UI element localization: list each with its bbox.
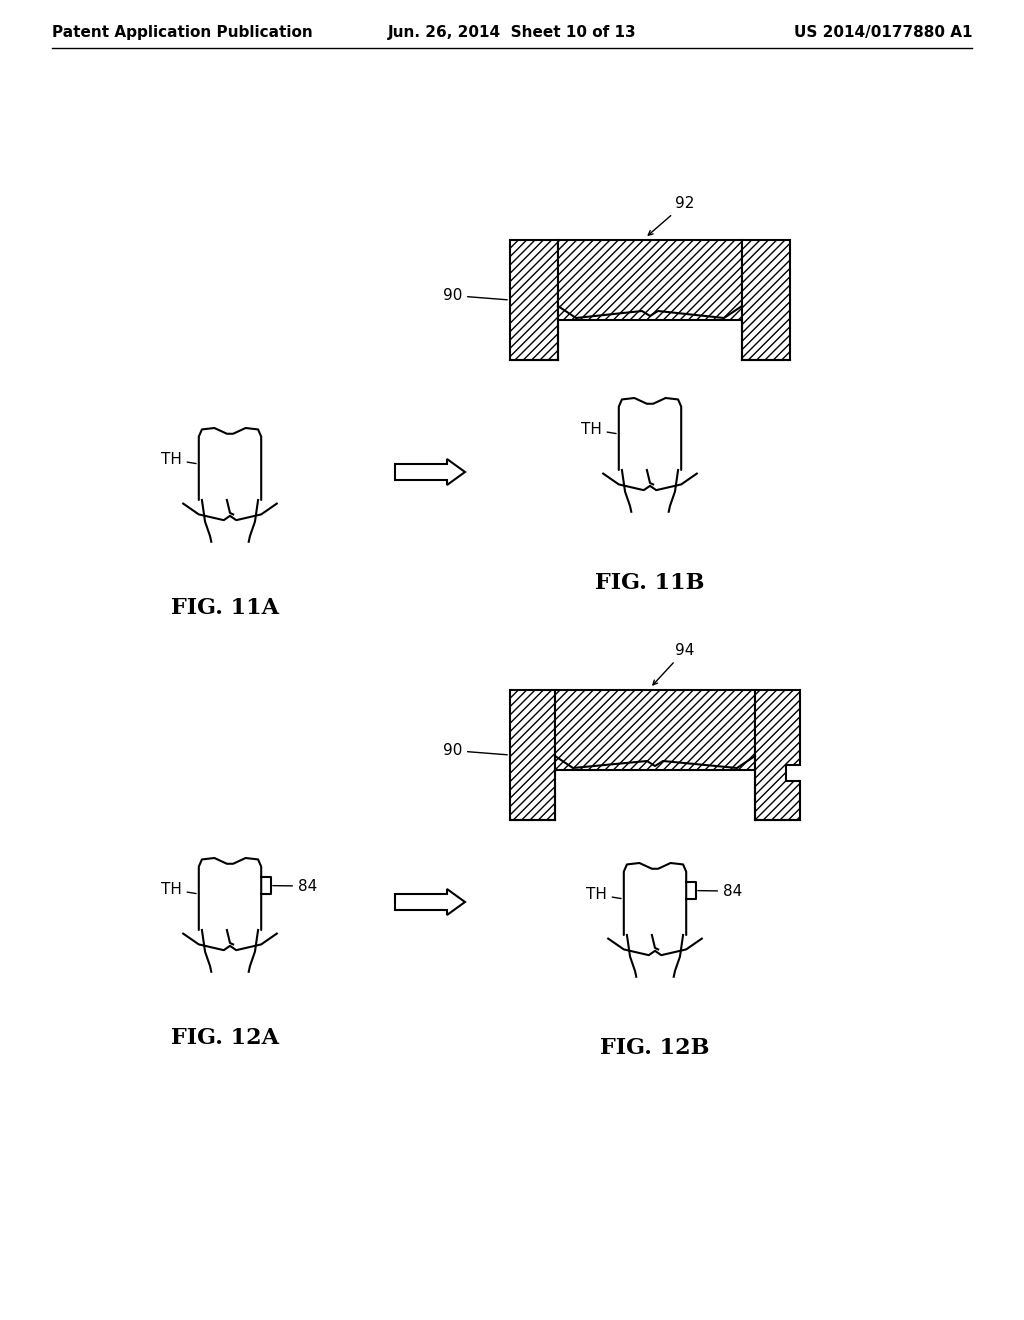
Text: 84: 84 — [272, 879, 317, 894]
Polygon shape — [558, 240, 742, 319]
Text: 90: 90 — [442, 743, 507, 758]
Polygon shape — [510, 690, 555, 820]
Text: FIG. 12A: FIG. 12A — [171, 1027, 279, 1049]
Text: 84: 84 — [697, 883, 742, 899]
Text: Patent Application Publication: Patent Application Publication — [52, 25, 312, 40]
Text: TH: TH — [161, 451, 196, 467]
Text: Jun. 26, 2014  Sheet 10 of 13: Jun. 26, 2014 Sheet 10 of 13 — [388, 25, 636, 40]
Text: 92: 92 — [648, 195, 694, 235]
Text: 94: 94 — [653, 643, 694, 685]
Text: 90: 90 — [442, 288, 507, 304]
Text: US 2014/0177880 A1: US 2014/0177880 A1 — [794, 25, 972, 40]
Polygon shape — [742, 240, 790, 360]
Text: FIG. 12B: FIG. 12B — [600, 1036, 710, 1059]
Text: FIG. 11B: FIG. 11B — [595, 572, 705, 594]
FancyArrow shape — [395, 459, 465, 484]
Polygon shape — [555, 690, 755, 770]
Polygon shape — [510, 240, 558, 360]
Text: TH: TH — [586, 887, 622, 902]
Polygon shape — [755, 690, 800, 820]
Text: FIG. 11A: FIG. 11A — [171, 597, 279, 619]
Text: TH: TH — [161, 882, 196, 898]
FancyArrow shape — [395, 888, 465, 915]
Text: TH: TH — [581, 422, 616, 437]
